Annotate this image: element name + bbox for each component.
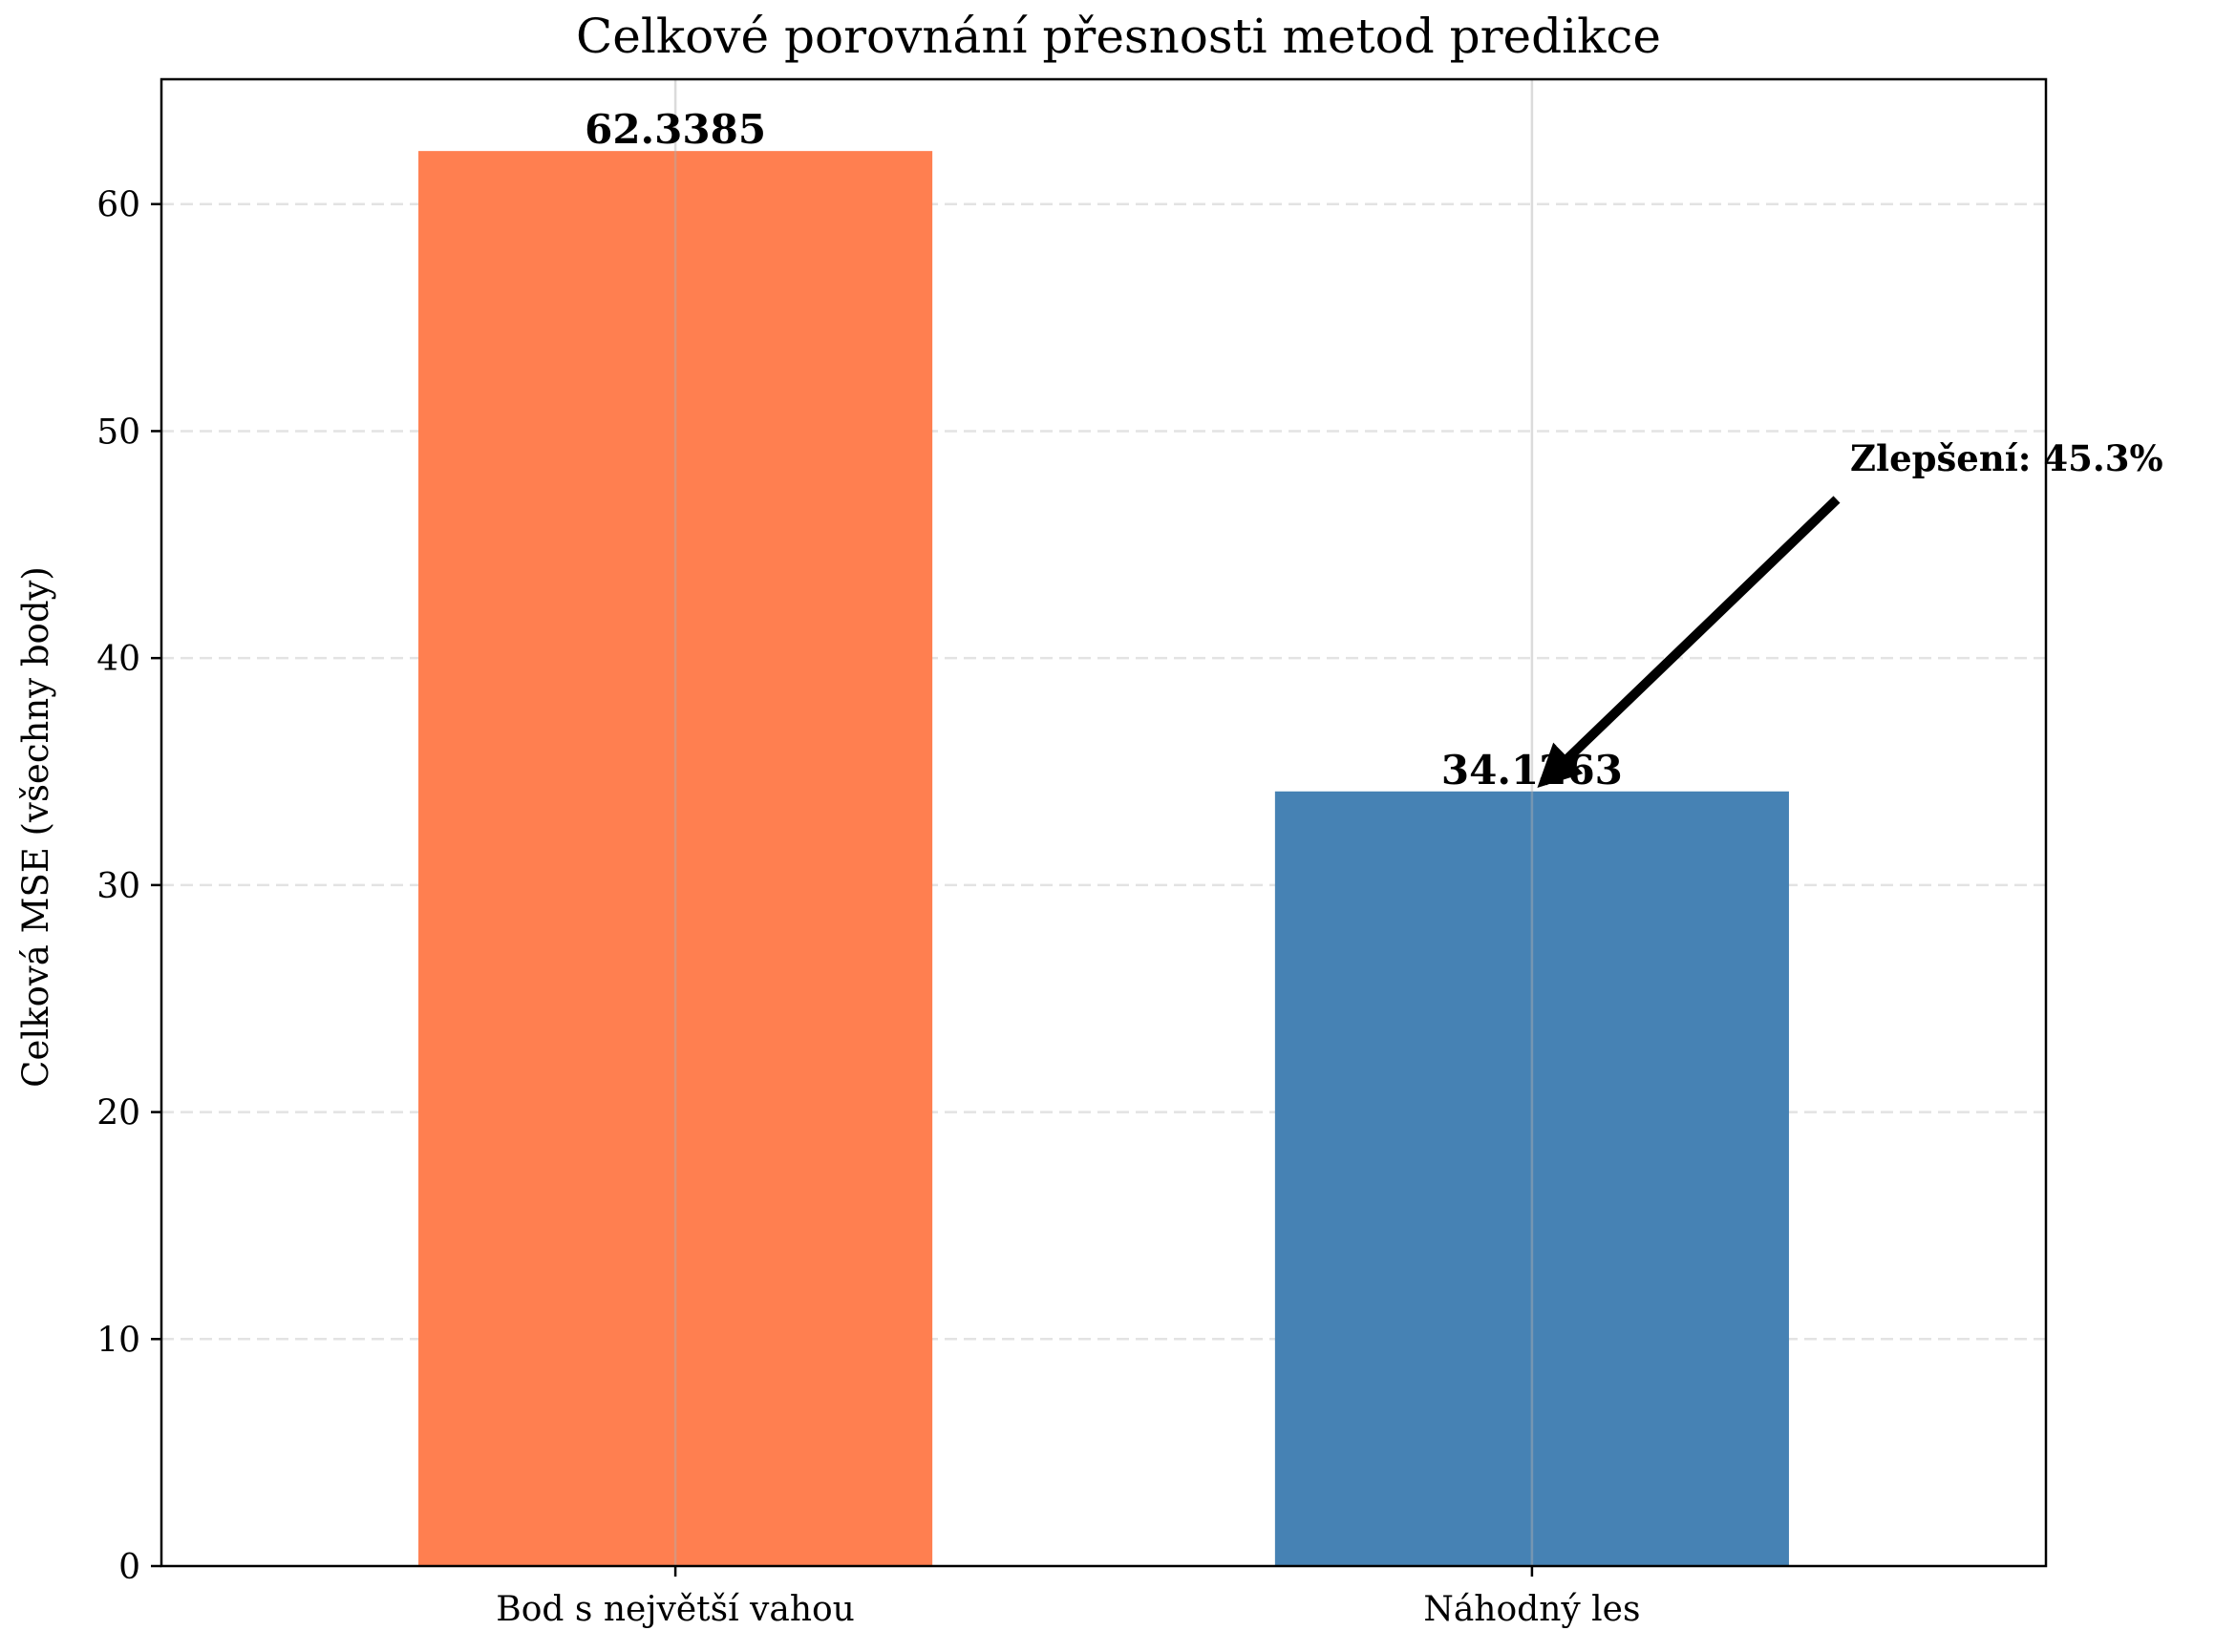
y-tick-label: 60 — [96, 186, 140, 225]
x-tick-label: Náhodný les — [1423, 1590, 1640, 1629]
x-tick-label: Bod s největší vahou — [496, 1590, 855, 1629]
y-axis-label: Celková MSE (všechny body) — [15, 566, 56, 1088]
y-tick-label: 0 — [118, 1548, 140, 1587]
vertical-grid-lines — [673, 79, 1534, 1566]
annotation-arrow — [1537, 496, 1841, 789]
x-axis-ticks: Bod s největší vahou Náhodný les — [496, 1566, 1640, 1629]
data-labels: 62.3385 34.1263 — [585, 106, 1623, 794]
bar-value-label: 62.3385 — [585, 106, 766, 153]
chart-title: Celkové porovnání přesnosti metod predik… — [576, 9, 1661, 64]
plot-frame — [160, 77, 2048, 1568]
y-axis-ticks: 0 10 20 30 40 50 60 — [96, 186, 161, 1587]
annotation: Zlepšení: 45.3% — [1537, 437, 2163, 789]
bar-value-label: 34.1263 — [1441, 747, 1623, 794]
y-tick-label: 50 — [96, 413, 140, 452]
y-tick-label: 30 — [96, 867, 140, 906]
bars — [418, 151, 1789, 1567]
bar — [1274, 791, 1789, 1566]
y-tick-label: 10 — [96, 1321, 140, 1360]
y-tick-label: 40 — [96, 640, 140, 679]
bar — [418, 151, 933, 1567]
annotation-text: Zlepšení: 45.3% — [1850, 437, 2163, 479]
y-tick-label: 20 — [96, 1094, 140, 1133]
